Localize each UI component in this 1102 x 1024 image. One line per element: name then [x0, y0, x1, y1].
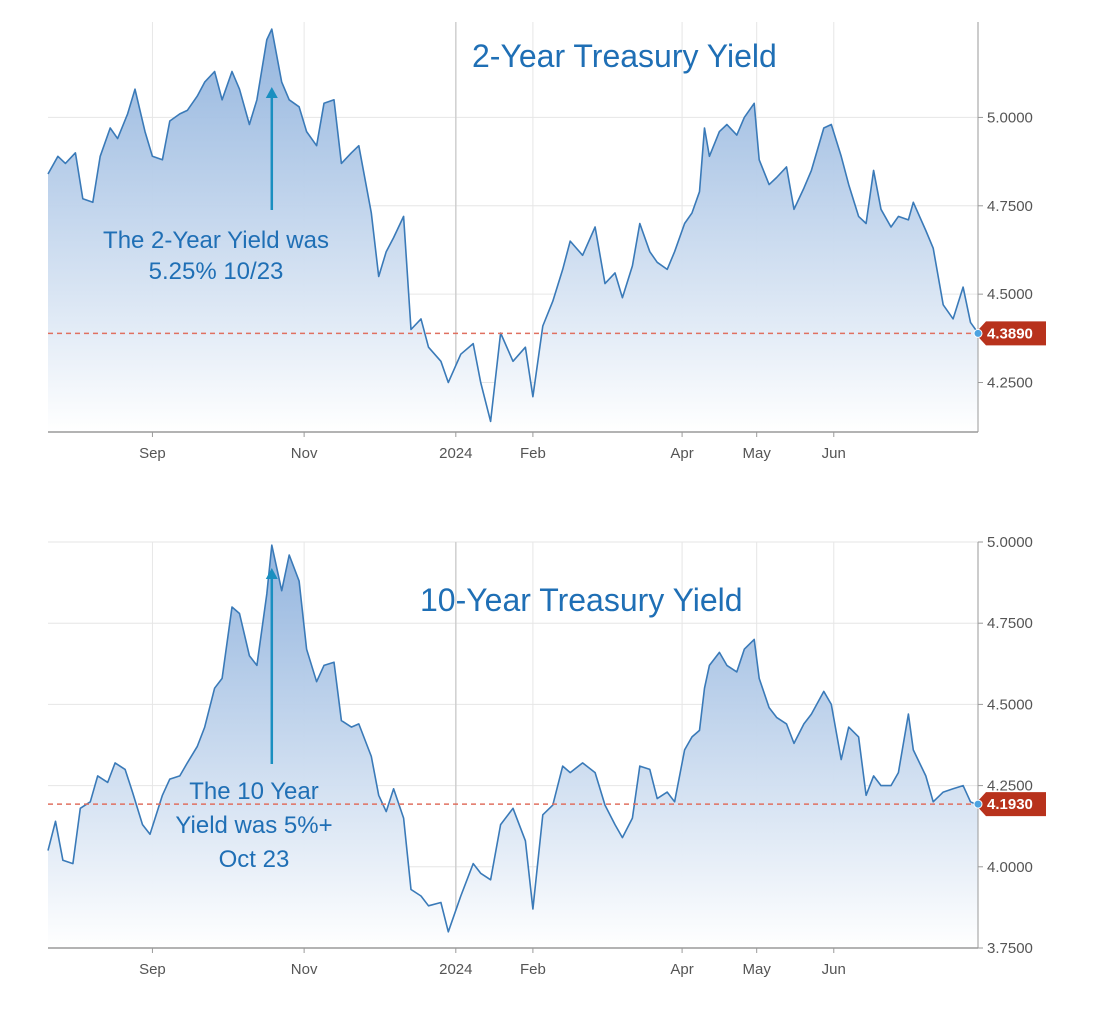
y-tick-label: 4.7500 [987, 198, 1033, 215]
annotation-text: The 10 Year [189, 778, 318, 805]
series-area [48, 29, 978, 432]
series-line [47, 28, 979, 423]
x-tick-label: Nov [291, 961, 318, 978]
x-tick-label: Apr [670, 445, 693, 462]
annotation-arrow-head [265, 87, 278, 98]
chart-title: 2-Year Treasury Yield [472, 38, 777, 74]
x-tick-label: Sep [139, 961, 166, 978]
chart-2-year-yield: Sep Nov 2024 Feb Apr May Jun 4.2500 4.5000 4.7500… [0, 0, 1102, 490]
x-tick-label: 2024 [439, 445, 472, 462]
x-tick-label: Apr [670, 961, 693, 978]
x-tick-label: May [743, 445, 772, 462]
current-value-dot [973, 799, 983, 809]
y-tick-label: 5.0000 [987, 534, 1033, 551]
x-tick-label: Feb [520, 961, 546, 978]
series-area [48, 545, 978, 948]
annotation-text: The 2-Year Yield was [103, 227, 329, 254]
x-tick-label: 2024 [439, 961, 472, 978]
y-tick-label: 4.0000 [987, 859, 1033, 876]
y-tick-label: 4.2500 [987, 778, 1033, 795]
series-line [47, 544, 979, 933]
y-tick-label: 4.5000 [987, 696, 1033, 713]
x-tick-label: May [743, 961, 772, 978]
x-tick-label: Sep [139, 445, 166, 462]
current-value-dot [973, 328, 983, 338]
annotation-arrow-head [265, 568, 278, 579]
y-tick-label: 4.7500 [987, 615, 1033, 632]
current-value-label: 4.1930 [987, 796, 1033, 813]
x-tick-label: Nov [291, 445, 318, 462]
chart-10-year-yield: Sep Nov 2024 Feb Apr May Jun 3.7500 4.0000 4.2500… [0, 510, 1102, 1024]
x-tick-label: Jun [822, 445, 846, 462]
annotation-text: Yield was 5%+ [175, 812, 332, 839]
current-value-badge [975, 321, 1046, 346]
annotation-text: Oct 23 [219, 846, 290, 873]
annotation-text: 5.25% 10/23 [149, 258, 284, 285]
x-tick-label: Feb [520, 445, 546, 462]
y-tick-label: 4.5000 [987, 286, 1033, 303]
current-value-label: 4.3890 [987, 325, 1033, 342]
chart-2-year-svg: Sep Nov 2024 Feb Apr May Jun 4.2500 4.5000 4.7500… [47, 22, 1046, 462]
y-tick-label: 5.0000 [987, 109, 1033, 126]
current-value-badge [975, 792, 1046, 817]
chart-10-year-svg: Sep Nov 2024 Feb Apr May Jun 3.7500 4.0000 4.2500… [47, 534, 1046, 978]
chart-title: 10-Year Treasury Yield [420, 582, 743, 618]
y-tick-label: 4.2500 [987, 375, 1033, 392]
x-tick-label: Jun [822, 961, 846, 978]
y-tick-label: 3.7500 [987, 940, 1033, 957]
